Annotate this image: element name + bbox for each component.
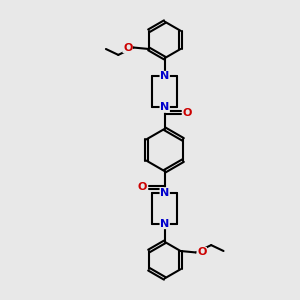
Text: N: N	[160, 102, 169, 112]
Text: O: O	[137, 182, 147, 192]
Text: N: N	[160, 188, 169, 198]
Text: O: O	[183, 108, 192, 118]
Text: N: N	[160, 219, 169, 229]
Text: N: N	[160, 71, 169, 81]
Text: O: O	[197, 248, 206, 257]
Text: O: O	[123, 43, 132, 52]
